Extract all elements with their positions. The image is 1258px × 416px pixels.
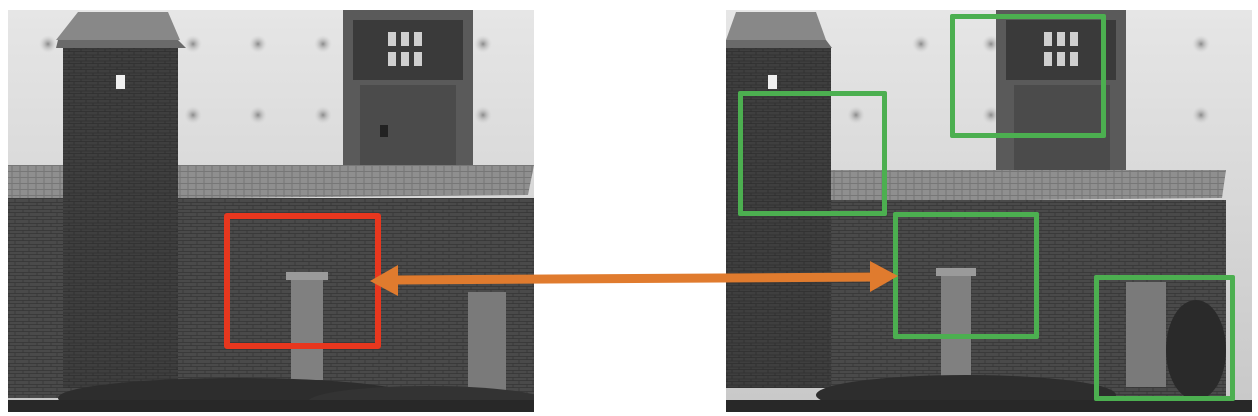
candidate-region-box-tower-top bbox=[950, 14, 1106, 138]
castle-wall-scene-left bbox=[8, 10, 534, 412]
query-photo bbox=[8, 10, 534, 412]
candidate-region-box-left-tower bbox=[738, 91, 887, 216]
castle-wall-scene-right bbox=[726, 10, 1252, 412]
candidate-photo bbox=[726, 10, 1252, 412]
candidate-region-box-right-door bbox=[1094, 275, 1235, 401]
